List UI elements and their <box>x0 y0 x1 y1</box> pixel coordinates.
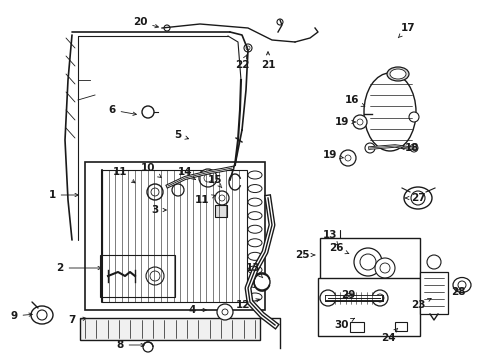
Bar <box>318 278 419 336</box>
Text: 30: 30 <box>334 318 354 330</box>
Text: 5: 5 <box>174 130 188 140</box>
Circle shape <box>37 310 47 320</box>
Circle shape <box>379 263 389 273</box>
Circle shape <box>364 143 374 153</box>
Text: 25: 25 <box>294 250 314 260</box>
Bar <box>319 238 419 290</box>
Circle shape <box>344 155 350 161</box>
Text: 29: 29 <box>340 290 354 300</box>
Bar <box>419 272 447 314</box>
Circle shape <box>410 191 424 205</box>
Circle shape <box>374 258 394 278</box>
Circle shape <box>219 195 225 201</box>
Circle shape <box>371 290 387 306</box>
Circle shape <box>164 25 170 31</box>
Ellipse shape <box>247 293 261 301</box>
Text: 11: 11 <box>112 167 135 183</box>
Circle shape <box>426 255 440 269</box>
Text: 9: 9 <box>11 311 32 321</box>
Ellipse shape <box>403 187 431 209</box>
Circle shape <box>409 144 417 152</box>
Ellipse shape <box>452 277 470 292</box>
Circle shape <box>151 188 159 196</box>
Circle shape <box>198 169 216 187</box>
Text: 3: 3 <box>151 205 166 215</box>
Circle shape <box>457 281 465 289</box>
Circle shape <box>147 184 163 200</box>
Circle shape <box>375 294 383 302</box>
Circle shape <box>214 191 228 205</box>
Circle shape <box>146 267 164 285</box>
Circle shape <box>353 248 381 276</box>
Circle shape <box>356 119 362 125</box>
Text: 15: 15 <box>207 175 222 188</box>
Circle shape <box>245 46 249 50</box>
Text: 12: 12 <box>235 299 259 310</box>
Bar <box>85 162 264 310</box>
Bar <box>102 170 246 302</box>
Text: 20: 20 <box>133 17 158 28</box>
Text: 28: 28 <box>450 287 464 297</box>
Text: 17: 17 <box>397 23 414 38</box>
Ellipse shape <box>247 266 261 274</box>
Text: 19: 19 <box>322 150 343 160</box>
Circle shape <box>172 184 183 196</box>
Ellipse shape <box>31 306 53 324</box>
Text: 13: 13 <box>245 263 262 278</box>
Circle shape <box>222 309 227 315</box>
Ellipse shape <box>247 198 261 206</box>
Text: 6: 6 <box>108 105 136 115</box>
Bar <box>100 255 175 297</box>
Circle shape <box>352 115 366 129</box>
Text: 14: 14 <box>177 167 195 180</box>
Text: 1: 1 <box>48 190 78 200</box>
Text: 13: 13 <box>322 230 337 245</box>
Circle shape <box>150 271 160 281</box>
Text: 18: 18 <box>400 143 418 153</box>
Circle shape <box>243 44 252 52</box>
Circle shape <box>408 112 418 122</box>
Text: 10: 10 <box>140 163 161 177</box>
Text: 26: 26 <box>328 243 348 254</box>
Ellipse shape <box>247 252 261 260</box>
Ellipse shape <box>363 73 415 151</box>
Circle shape <box>339 150 355 166</box>
Bar <box>349 322 363 332</box>
Text: 27: 27 <box>404 193 424 203</box>
Text: 16: 16 <box>344 95 364 106</box>
Text: 7: 7 <box>68 315 86 325</box>
Text: 23: 23 <box>410 298 430 310</box>
Ellipse shape <box>247 185 261 192</box>
Ellipse shape <box>247 171 261 179</box>
Text: 21: 21 <box>260 52 275 70</box>
Ellipse shape <box>247 212 261 220</box>
Circle shape <box>254 274 270 290</box>
Text: 24: 24 <box>380 328 397 343</box>
Text: 22: 22 <box>234 55 249 70</box>
Text: 4: 4 <box>188 305 206 315</box>
Circle shape <box>204 174 212 182</box>
Circle shape <box>142 106 154 118</box>
Circle shape <box>143 342 152 352</box>
Bar <box>80 318 259 340</box>
Ellipse shape <box>247 239 261 247</box>
Circle shape <box>216 304 232 320</box>
Text: 19: 19 <box>334 117 354 127</box>
Circle shape <box>276 19 283 25</box>
Circle shape <box>319 290 335 306</box>
Ellipse shape <box>247 225 261 233</box>
Ellipse shape <box>247 280 261 287</box>
Circle shape <box>359 254 375 270</box>
Text: 8: 8 <box>116 340 144 350</box>
Bar <box>394 322 406 331</box>
Ellipse shape <box>389 69 405 79</box>
Text: 11: 11 <box>195 195 215 205</box>
Text: 2: 2 <box>56 263 101 273</box>
Bar <box>214 205 227 217</box>
Ellipse shape <box>386 67 408 81</box>
